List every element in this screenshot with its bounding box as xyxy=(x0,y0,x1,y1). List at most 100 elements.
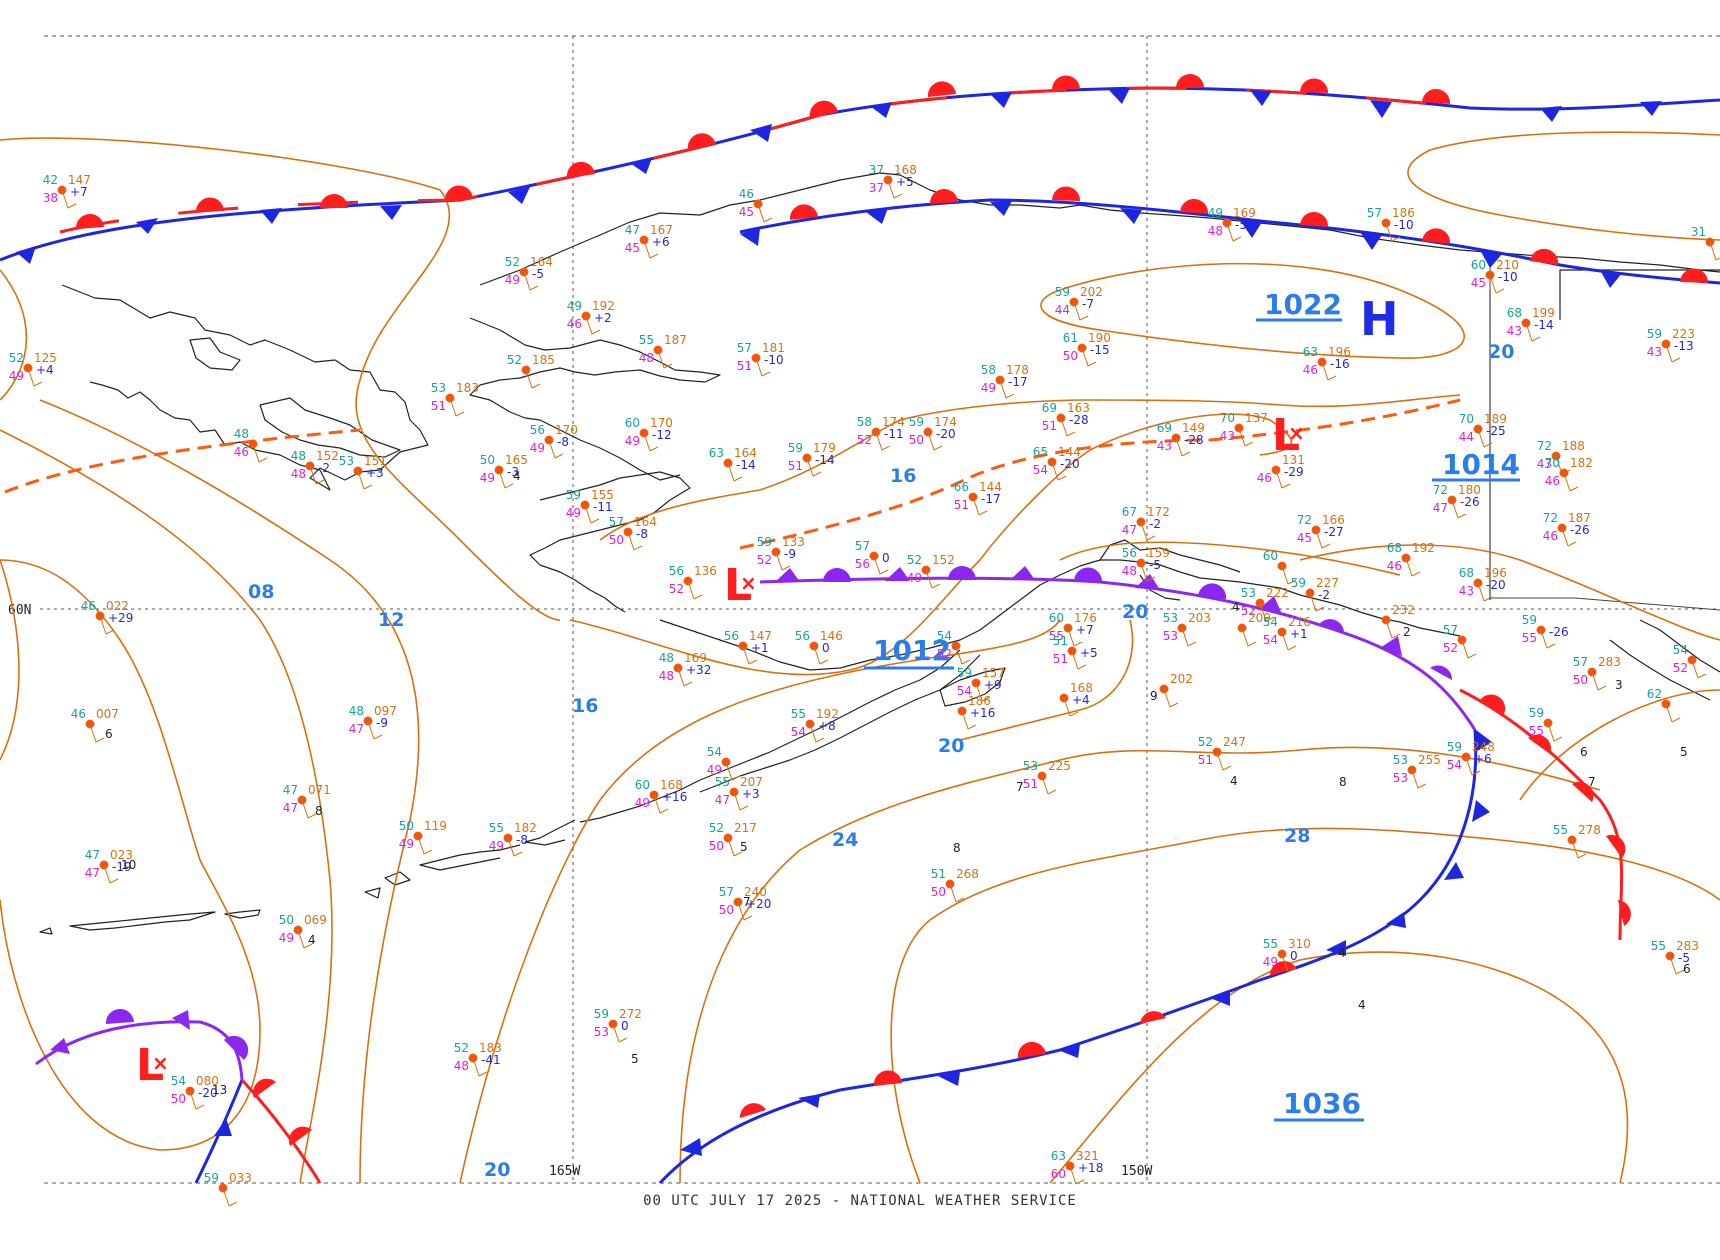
isobar-label: 08 xyxy=(248,581,274,603)
station-temperature: 52 xyxy=(709,821,724,835)
wind-barb-icon xyxy=(887,179,903,199)
wind-barb-icon xyxy=(653,794,669,814)
station-dewpoint: 48 xyxy=(639,351,654,365)
front-cold-south-teeth xyxy=(680,730,1492,1156)
station-dewpoint: 49 xyxy=(981,381,996,395)
station-plot: 70 182 46 xyxy=(1545,456,1593,492)
station-pressure-tendency: +5 xyxy=(896,175,914,189)
wind-barb-icon xyxy=(1547,722,1563,742)
station-pressure: 186 xyxy=(1392,206,1415,220)
high-center-north: H 1022 xyxy=(1256,288,1399,346)
station-pressure: 133 xyxy=(782,535,805,549)
station-pressure: 166 xyxy=(1322,513,1345,527)
station-dewpoint: 43 xyxy=(1220,429,1235,443)
station-pressure: 183 xyxy=(456,381,479,395)
station-extra-value: 5 xyxy=(1680,745,1688,759)
station-temperature: 60 xyxy=(1049,611,1064,625)
wind-barb-icon xyxy=(472,1057,488,1077)
station-pressure: 164 xyxy=(634,515,657,529)
station-temperature: 69 xyxy=(1157,421,1172,435)
station-dewpoint: 49 xyxy=(489,839,504,853)
station-pressure-tendency: -20 xyxy=(936,427,956,441)
wind-barb-icon xyxy=(103,864,119,884)
station-dewpoint: 49 xyxy=(566,506,581,520)
station-plot: 52 125+4 49 xyxy=(9,351,57,387)
station-plot: 56 159-5 48 xyxy=(1122,546,1170,582)
wind-barb-icon xyxy=(297,929,313,949)
station-dewpoint: 43 xyxy=(1507,324,1522,338)
station-temperature: 70 xyxy=(1220,411,1235,425)
station-pressure-tendency: -2 xyxy=(318,461,330,475)
station-temperature: 51 xyxy=(1053,634,1068,648)
station-pressure: 189 xyxy=(1484,412,1507,426)
station-dewpoint: 45 xyxy=(1471,276,1486,290)
front-north-lower-warm-bumps xyxy=(789,186,1709,283)
low-x-icon: × xyxy=(152,1051,169,1075)
station-plot: 186+16 xyxy=(957,694,995,730)
station-pressure-tendency: -9 xyxy=(376,716,388,730)
station-temperature: 59 xyxy=(1522,613,1537,627)
station-pressure-tendency: +6 xyxy=(1474,752,1492,766)
station-pressure: 222 xyxy=(1266,586,1289,600)
station-dewpoint: 46 xyxy=(1387,559,1402,573)
station-dewpoint: 54 xyxy=(1447,758,1462,772)
wind-barb-icon xyxy=(775,551,791,571)
station-plot: 59 -26 55 xyxy=(1522,613,1569,649)
station-temperature: 72 xyxy=(1297,513,1312,527)
station-temperature: 60 xyxy=(635,778,650,792)
station-dewpoint: 55 xyxy=(1049,629,1064,643)
station-plot: 52 185 xyxy=(507,353,555,389)
station-pressure: 283 xyxy=(1676,939,1699,953)
station-temperature: 59 xyxy=(1447,740,1462,754)
station-pressure-tendency: +1 xyxy=(751,641,769,655)
station-plot: 48 097-9 47 xyxy=(349,704,397,740)
station-pressure: 119 xyxy=(424,819,447,833)
station-pressure-tendency: -10 xyxy=(1394,218,1414,232)
station-temperature: 59 xyxy=(957,666,972,680)
station-pressure-tendency: +9 xyxy=(984,678,1002,692)
station-temperature: 59 xyxy=(204,1171,219,1185)
station-plot: 57 181-10 51 xyxy=(737,341,785,377)
station-pressure-tendency: -3 xyxy=(507,465,519,479)
wind-barb-icon xyxy=(727,462,743,482)
station-plot: 55 207+3 47 xyxy=(715,775,763,811)
station-dewpoint: 44 xyxy=(1459,430,1474,444)
station-plot: 47 023-19 47 xyxy=(85,848,133,884)
station-plot: 59 174-20 50 xyxy=(909,415,957,451)
wind-barb-icon xyxy=(1571,839,1587,859)
station-temperature: 49 xyxy=(1208,206,1223,220)
wind-barb-icon xyxy=(1465,756,1481,776)
wind-barb-icon xyxy=(612,1023,628,1043)
station-temperature: 56 xyxy=(1122,546,1137,560)
wind-barb-icon xyxy=(1067,627,1083,647)
wind-barb-icon xyxy=(1275,469,1291,489)
station-dewpoint: 52 xyxy=(757,553,772,567)
station-pressure-tendency: -15 xyxy=(1090,343,1110,357)
station-pressure: 169 xyxy=(684,651,707,665)
station-pressure: 174 xyxy=(934,415,957,429)
station-temperature: 59 xyxy=(1055,285,1070,299)
station-temperature: 72 xyxy=(1537,439,1552,453)
station-temperature: 55 xyxy=(1263,937,1278,951)
station-pressure: 164 xyxy=(734,446,757,460)
station-plot: 59 202-7 44 xyxy=(1055,285,1103,321)
station-temperature: 59 xyxy=(909,415,924,429)
station-pressure-tendency: -28 xyxy=(1069,413,1089,427)
station-plot: 31 xyxy=(1691,225,1720,261)
station-temperature: 48 xyxy=(234,427,249,441)
station-dewpoint: 38 xyxy=(43,191,58,205)
station-dewpoint: 51 xyxy=(788,459,803,473)
station-pressure-tendency: +3 xyxy=(366,466,384,480)
wind-barb-icon xyxy=(449,397,465,417)
station-pressure-tendency: +18 xyxy=(1078,1161,1103,1175)
station-pressure: 187 xyxy=(1568,511,1591,525)
station-temperature: 59 xyxy=(1647,327,1662,341)
station-plot: 72 166-27 45 xyxy=(1297,513,1345,549)
wind-barb-icon xyxy=(584,504,600,524)
station-pressure: 182 xyxy=(1570,456,1593,470)
station-plot: 70 137 43 xyxy=(1220,411,1268,447)
